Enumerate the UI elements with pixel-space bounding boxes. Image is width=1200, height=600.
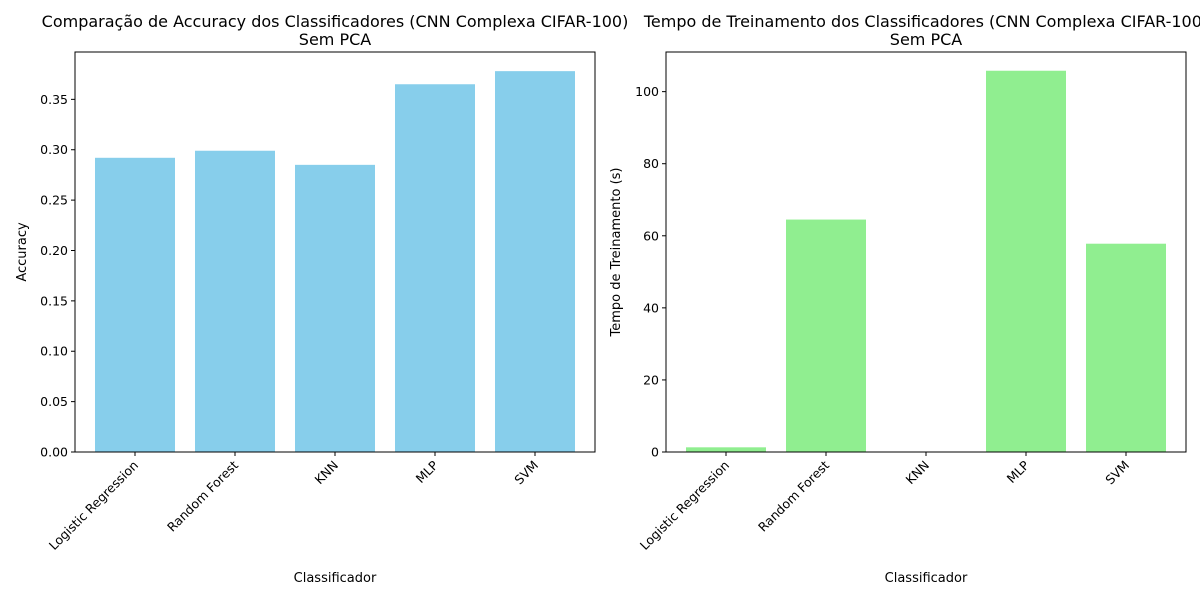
accuracy-bar-svm bbox=[495, 71, 575, 452]
accuracy-chart: Comparação de Accuracy dos Classificador… bbox=[15, 12, 628, 586]
training-time-x-axis-label: Classificador bbox=[885, 571, 968, 586]
accuracy-y-tick-label: 0.25 bbox=[40, 193, 68, 208]
training-time-x-ticks: Logistic Regression Random Forest KNN MLP SV… bbox=[637, 452, 1132, 553]
training-time-y-tick-label: 20 bbox=[643, 372, 659, 387]
training-time-y-tick-label: 40 bbox=[643, 300, 659, 315]
training-time-chart-title: Tempo de Treinamento dos Classificadores… bbox=[643, 12, 1200, 31]
accuracy-y-tick-label: 0.30 bbox=[40, 142, 68, 157]
training-time-bar-logistic-regression bbox=[686, 447, 766, 452]
training-time-x-tick-label: MLP bbox=[1004, 457, 1033, 486]
training-time-chart: Tempo de Treinamento dos Classificadores… bbox=[609, 12, 1200, 586]
accuracy-bars bbox=[95, 71, 575, 453]
accuracy-bar-random-forest bbox=[195, 150, 275, 453]
training-time-bars bbox=[686, 70, 1166, 452]
accuracy-y-tick-label: 0.00 bbox=[40, 445, 68, 460]
accuracy-x-axis-label: Classificador bbox=[294, 571, 377, 586]
accuracy-chart-subtitle: Sem PCA bbox=[299, 30, 371, 49]
accuracy-y-tick-label: 0.20 bbox=[40, 243, 68, 258]
accuracy-x-tick-label: Logistic Regression bbox=[46, 458, 141, 553]
training-time-y-ticks: 0 20 40 60 80 100 bbox=[635, 84, 666, 460]
training-time-y-tick-label: 80 bbox=[643, 156, 659, 171]
accuracy-x-tick-label: KNN bbox=[311, 458, 341, 488]
accuracy-x-ticks: Logistic Regression Random Forest KNN MLP SV… bbox=[46, 452, 541, 553]
training-time-y-axis-label: Tempo de Treinamento (s) bbox=[609, 167, 624, 337]
accuracy-y-tick-label: 0.35 bbox=[40, 92, 68, 107]
training-time-x-tick-label: KNN bbox=[902, 458, 932, 488]
training-time-x-tick-label: SVM bbox=[1102, 458, 1132, 488]
accuracy-y-tick-label: 0.05 bbox=[40, 394, 68, 409]
accuracy-chart-title: Comparação de Accuracy dos Classificador… bbox=[42, 12, 629, 31]
training-time-x-tick-label: Random Forest bbox=[755, 457, 832, 534]
accuracy-y-axis-label: Accuracy bbox=[15, 222, 30, 282]
accuracy-bar-logistic-regression bbox=[95, 157, 175, 452]
training-time-bar-mlp bbox=[986, 70, 1066, 452]
training-time-y-tick-label: 0 bbox=[651, 445, 659, 460]
training-time-bar-random-forest bbox=[786, 219, 866, 452]
accuracy-y-tick-label: 0.10 bbox=[40, 344, 68, 359]
training-time-chart-subtitle: Sem PCA bbox=[890, 30, 962, 49]
accuracy-y-tick-label: 0.15 bbox=[40, 293, 68, 308]
accuracy-bar-mlp bbox=[395, 84, 475, 452]
accuracy-x-tick-label: MLP bbox=[413, 457, 442, 486]
training-time-y-tick-label: 60 bbox=[643, 228, 659, 243]
accuracy-x-tick-label: Random Forest bbox=[164, 457, 241, 534]
accuracy-bar-knn bbox=[295, 164, 375, 452]
accuracy-y-ticks: 0.00 0.05 0.10 0.15 0.20 0.25 0.30 0.35 bbox=[40, 92, 75, 460]
training-time-bar-svm bbox=[1086, 243, 1166, 452]
accuracy-x-tick-label: SVM bbox=[511, 458, 541, 488]
training-time-y-tick-label: 100 bbox=[635, 84, 659, 99]
training-time-x-tick-label: Logistic Regression bbox=[637, 458, 732, 553]
